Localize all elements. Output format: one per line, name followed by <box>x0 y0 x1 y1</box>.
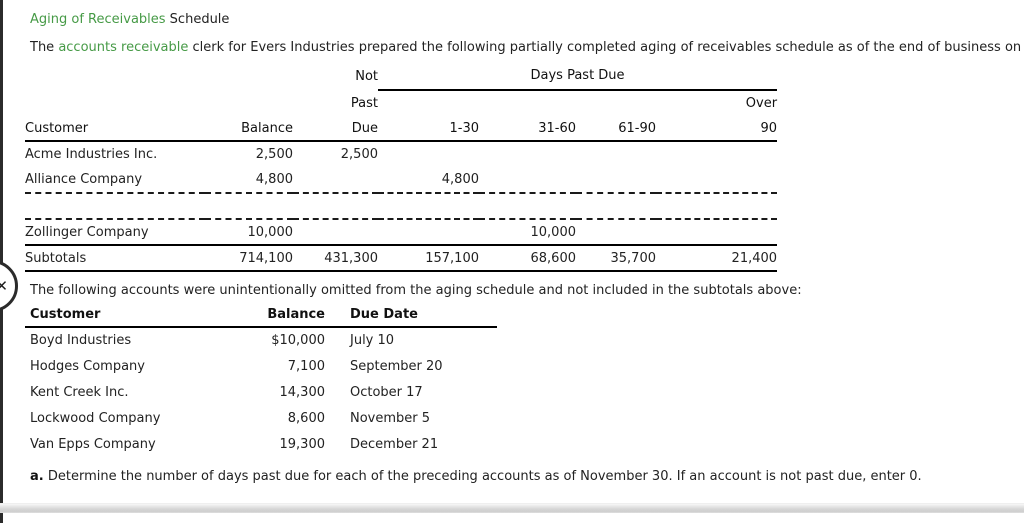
header-not: Not <box>355 68 378 84</box>
cell-61-90 <box>576 141 656 167</box>
cell-1-30 <box>378 141 479 167</box>
cell-31-60: 10,000 <box>479 219 576 246</box>
cell-customer: Acme Industries Inc. <box>25 147 158 162</box>
table-row-van-epps: Van Epps Company 19,300 December 21 <box>25 431 497 457</box>
partial-circle-badge[interactable]: ✕ <box>0 260 18 312</box>
header-31-60: 31-60 <box>479 116 576 142</box>
empty-cell <box>205 90 293 116</box>
instruction-a-text: Determine the number of days past due fo… <box>47 469 922 484</box>
cell-customer: Hodges Company <box>30 358 145 374</box>
cell-balance: 2,500 <box>255 147 293 162</box>
table-row-hodges: Hodges Company 7,100 September 20 <box>25 353 497 379</box>
x-icon: ✕ <box>0 277 8 295</box>
cell-balance: 8,600 <box>287 410 325 426</box>
header-days-past-due: Days Past Due <box>378 62 778 91</box>
cell-over-90 <box>656 219 778 246</box>
instruction-a: a. Determine the number of days past due… <box>30 469 922 484</box>
cell-31-60: 68,600 <box>479 245 576 272</box>
cell-due-date: November 5 <box>350 410 431 426</box>
bottom-panel-divider <box>0 503 1024 513</box>
cell-balance: 10,000 <box>205 219 293 246</box>
accounts-receivable-link[interactable]: accounts receivable <box>58 40 189 55</box>
empty-cell <box>378 90 479 116</box>
cell-balance: 19,300 <box>279 436 326 452</box>
cell-over-90 <box>656 167 778 194</box>
header-balance: Balance <box>235 303 325 328</box>
header-61-90: 61-90 <box>576 116 656 142</box>
cell-balance: 7,100 <box>287 358 325 374</box>
table-row-zollinger: Zollinger Company 10,000 10,000 <box>25 219 778 246</box>
empty-cell <box>25 90 205 116</box>
cell-not-past-due: 431,300 <box>293 245 378 272</box>
cell-1-30 <box>378 219 479 246</box>
cell-customer: Kent Creek Inc. <box>30 384 129 400</box>
table-row-boyd: Boyd Industries $10,000 July 10 <box>25 327 497 353</box>
cell-due-date: October 17 <box>350 384 423 400</box>
omitted-note: The following accounts were unintentiona… <box>30 283 802 298</box>
intro-post: clerk for Evers Industries prepared the … <box>192 40 1024 55</box>
table-row-alliance: Alliance Company 4,800 4,800 <box>25 167 778 194</box>
intro-paragraph: The accounts receivable clerk for Evers … <box>30 40 1024 55</box>
header-over-90: 90 <box>656 116 778 142</box>
intro-pre: The <box>30 40 59 55</box>
header-row-group: Not Days Past Due <box>25 62 778 91</box>
cell-61-90 <box>576 167 656 194</box>
header-row-sub: Past Over <box>25 90 777 116</box>
empty-cell <box>25 193 778 220</box>
header-customer: Customer <box>25 116 205 142</box>
table-row-kent-creek: Kent Creek Inc. 14,300 October 17 <box>25 379 497 405</box>
empty-cell <box>25 62 205 90</box>
page-title: Aging of Receivables Schedule <box>30 12 229 27</box>
table-row-subtotals: Subtotals 714,100 431,300 157,100 68,600… <box>25 245 778 272</box>
cell-1-30: 157,100 <box>378 245 479 272</box>
cell-customer: Boyd Industries <box>30 333 132 348</box>
empty-cell <box>576 90 656 116</box>
cell-balance: 714,100 <box>205 245 293 272</box>
cell-61-90: 35,700 <box>576 245 656 272</box>
header-due-date: Due Date <box>325 303 497 328</box>
cell-31-60 <box>479 167 576 194</box>
header-row-columns: Customer Balance Due 1-30 31-60 61-90 90 <box>25 116 778 142</box>
cell-balance: 14,300 <box>279 384 326 400</box>
header-customer: Customer <box>25 303 235 328</box>
cell-31-60 <box>479 141 576 167</box>
cell-61-90 <box>576 219 656 246</box>
cell-over-90 <box>656 141 777 167</box>
cell-balance: 4,800 <box>205 167 293 194</box>
omitted-rows-gap <box>25 193 778 220</box>
header-past: Past <box>350 95 378 111</box>
cell-customer: Lockwood Company <box>30 410 161 426</box>
header-due: Due <box>293 116 378 142</box>
cell-due-date: September 20 <box>350 358 443 374</box>
cell-1-30: 4,800 <box>378 167 479 194</box>
table-row-lockwood: Lockwood Company 8,600 November 5 <box>25 405 497 431</box>
cell-customer: Subtotals <box>25 245 205 272</box>
cell-not-past-due <box>293 219 378 246</box>
header-over: Over <box>745 96 778 111</box>
cell-not-past-due <box>293 167 378 194</box>
aging-of-receivables-link[interactable]: Aging of Receivables <box>30 12 166 27</box>
cell-not-past-due: 2,500 <box>340 147 378 162</box>
aging-schedule-table: Not Days Past Due Past Over Customer Bal… <box>25 62 778 272</box>
cell-customer: Van Epps Company <box>30 436 156 452</box>
header-row: Customer Balance Due Date <box>25 303 497 328</box>
cell-customer: Zollinger Company <box>25 219 205 246</box>
empty-cell <box>205 62 293 90</box>
empty-cell <box>479 90 576 116</box>
title-rest: Schedule <box>165 12 230 27</box>
omitted-accounts-table: Customer Balance Due Date Boyd Industrie… <box>25 303 497 457</box>
cell-balance: $10,000 <box>271 333 325 348</box>
cell-due-date: July 10 <box>350 333 395 348</box>
cell-due-date: December 21 <box>350 436 439 452</box>
table-row-acme: Acme Industries Inc. 2,500 2,500 <box>25 141 777 167</box>
header-balance: Balance <box>205 116 293 142</box>
instruction-a-label: a. <box>30 469 44 484</box>
cell-over-90: 21,400 <box>656 245 778 272</box>
cell-customer: Alliance Company <box>25 167 205 194</box>
header-1-30: 1-30 <box>378 116 479 142</box>
